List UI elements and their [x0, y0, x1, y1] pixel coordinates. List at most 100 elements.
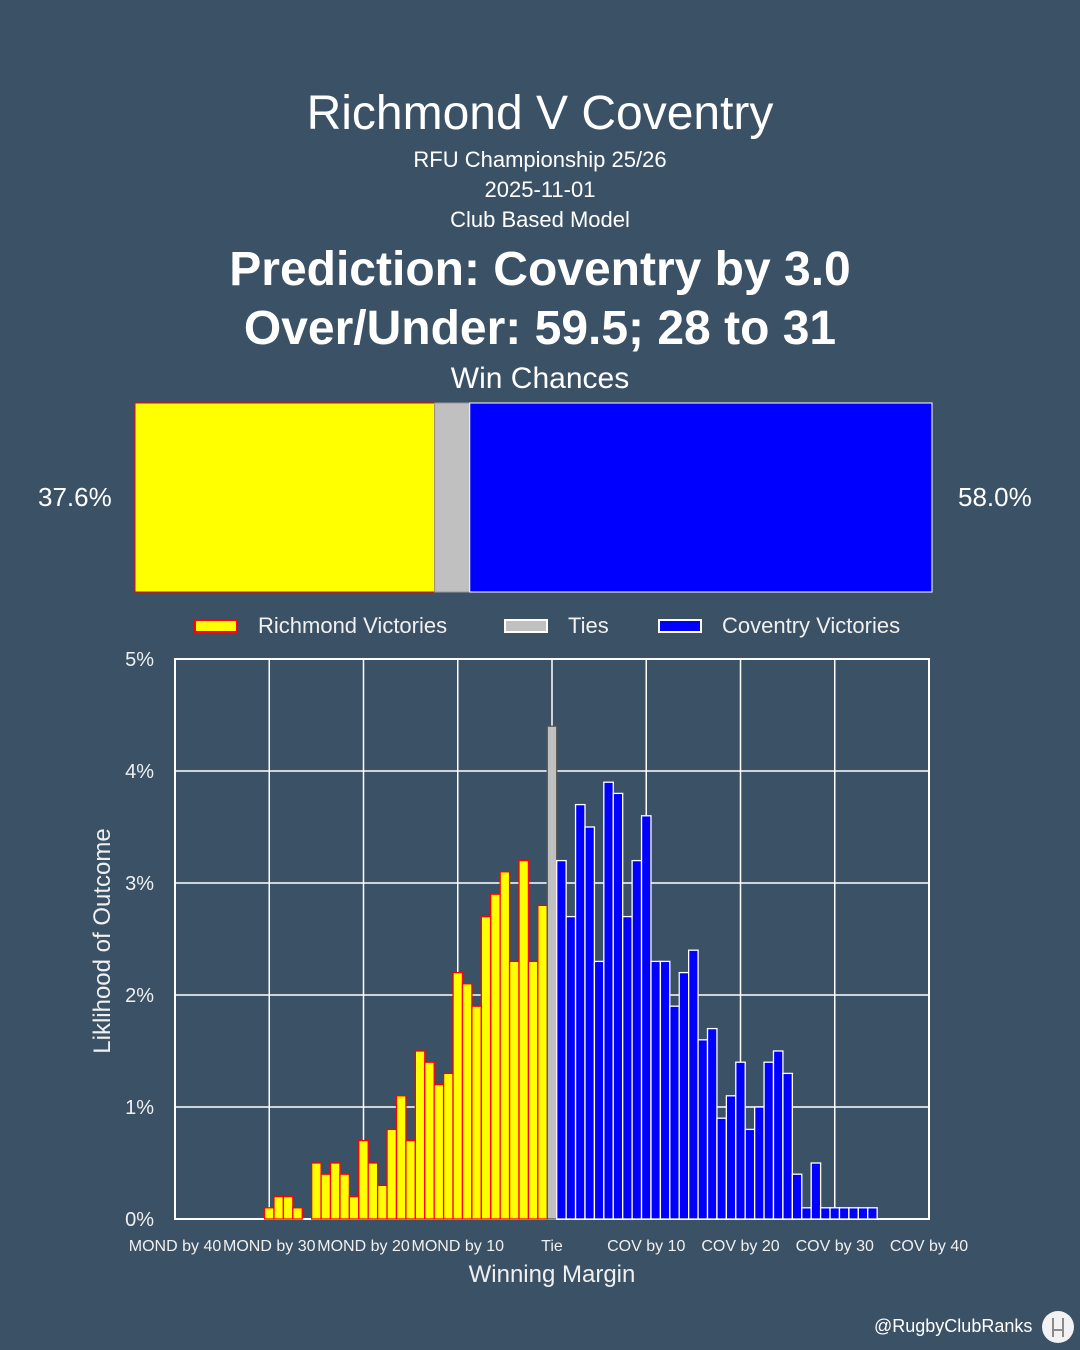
bar-richmond: [358, 1139, 369, 1220]
bar-richmond: [263, 1207, 275, 1220]
win-chances-title: Win Chances: [450, 362, 630, 395]
legend-item-ties: Ties: [504, 613, 609, 639]
bar-coventry: [744, 1128, 756, 1220]
legend-item-coventry: Coventry Victories: [658, 613, 900, 639]
x-tick-label: COV by 40: [890, 1238, 968, 1255]
legend-item-richmond: Richmond Victories: [194, 613, 447, 639]
rugby-posts-logo-icon: [1042, 1311, 1074, 1343]
over-under-text: Over/Under: 59.5; 28 to 31: [243, 302, 837, 355]
home-win-percent: 37.6%: [38, 482, 112, 512]
bar-coventry: [867, 1207, 878, 1220]
y-axis-label: Liklihood of Outcome: [89, 828, 116, 1053]
bar-coventry: [659, 960, 671, 1220]
win-chance-home-segment: [134, 402, 436, 593]
x-tick-label: MOND by 30: [223, 1238, 316, 1255]
bar-coventry: [640, 815, 652, 1220]
bar-richmond: [386, 1128, 398, 1220]
bar-richmond: [348, 1195, 360, 1220]
bar-coventry: [574, 803, 586, 1220]
y-tick-label: 3%: [125, 873, 154, 895]
bar-tie: [546, 725, 558, 1220]
bar-richmond: [461, 983, 473, 1220]
prediction-text: Prediction: Coventry by 3.0: [229, 243, 851, 296]
bar-coventry: [706, 1027, 718, 1220]
bar-coventry: [688, 949, 699, 1220]
bar-coventry: [565, 915, 577, 1220]
bar-richmond: [329, 1162, 341, 1220]
bar-richmond: [414, 1050, 426, 1220]
bar-coventry: [763, 1061, 775, 1220]
bar-richmond: [376, 1184, 388, 1220]
bar-coventry: [650, 960, 662, 1220]
x-tick-label: Tie: [541, 1238, 563, 1255]
rugby-posts-logo-glyph: [1052, 1318, 1064, 1337]
legend-swatch-ties: [504, 619, 548, 633]
bar-richmond: [339, 1173, 351, 1220]
bar-coventry: [584, 826, 596, 1220]
x-tick-label: COV by 20: [701, 1238, 779, 1255]
legend-swatch-coventry: [658, 619, 702, 633]
bar-richmond: [471, 1005, 482, 1220]
x-axis-label: Winning Margin: [469, 1261, 636, 1288]
win-chances-bar: [134, 402, 933, 593]
y-tick-label: 4%: [125, 761, 154, 783]
bar-coventry: [735, 1061, 746, 1220]
bar-coventry: [857, 1207, 869, 1220]
bar-richmond: [442, 1072, 454, 1220]
bar-coventry: [772, 1050, 784, 1220]
bar-coventry: [782, 1072, 793, 1220]
bar-richmond: [480, 915, 492, 1220]
legend-swatch-richmond: [194, 619, 238, 633]
bar-coventry: [716, 1117, 728, 1220]
bar-coventry: [791, 1173, 803, 1220]
bar-coventry: [669, 1005, 680, 1220]
bar-richmond: [405, 1139, 416, 1220]
y-tick-label: 0%: [125, 1209, 154, 1231]
legend-label-coventry: Coventry Victories: [722, 613, 901, 638]
bar-coventry: [631, 859, 643, 1220]
bar-richmond: [273, 1195, 285, 1220]
bar-coventry: [612, 792, 624, 1220]
bar-richmond: [424, 1061, 435, 1220]
x-tick-label: MOND by 40: [129, 1238, 222, 1255]
model-name: Club Based Model: [450, 207, 630, 232]
bar-richmond: [527, 960, 539, 1220]
y-tick-label: 5%: [125, 649, 154, 671]
bar-coventry: [725, 1095, 737, 1220]
bar-coventry: [556, 859, 567, 1220]
x-tick-label: MOND by 20: [317, 1238, 410, 1255]
bar-coventry: [622, 915, 633, 1220]
bar-coventry: [801, 1207, 812, 1220]
bar-richmond: [499, 871, 511, 1220]
away-win-percent: 58.0%: [958, 482, 1032, 512]
legend-label-richmond: Richmond Victories: [258, 613, 448, 638]
bar-coventry: [810, 1162, 822, 1220]
chart-title: Richmond V Coventry: [306, 87, 774, 140]
bar-coventry: [593, 960, 605, 1220]
competition-subtitle: RFU Championship 25/26: [413, 147, 667, 172]
bar-richmond: [311, 1162, 322, 1220]
match-date: 2025-11-01: [484, 177, 596, 202]
y-tick-label: 1%: [125, 1097, 154, 1119]
win-chance-away-segment: [469, 402, 933, 593]
bar-coventry: [848, 1207, 859, 1220]
bar-richmond: [490, 893, 501, 1220]
x-tick-label: COV by 30: [796, 1238, 874, 1255]
bar-coventry: [838, 1207, 850, 1220]
twitter-handle: @RugbyClubRanks: [874, 1316, 1033, 1336]
bar-richmond: [395, 1095, 407, 1220]
bar-coventry: [819, 1207, 831, 1220]
bar-richmond: [537, 904, 548, 1220]
bar-richmond: [452, 971, 464, 1220]
bar-coventry: [697, 1039, 709, 1220]
bar-coventry: [829, 1207, 841, 1220]
bar-coventry: [603, 781, 614, 1220]
bar-coventry: [678, 971, 690, 1220]
bar-richmond: [282, 1195, 294, 1220]
legend-label-ties: Ties: [568, 613, 609, 638]
bar-richmond: [433, 1083, 445, 1220]
bar-richmond: [518, 859, 530, 1220]
bar-richmond: [292, 1207, 303, 1220]
x-tick-label: MOND by 10: [412, 1238, 505, 1255]
